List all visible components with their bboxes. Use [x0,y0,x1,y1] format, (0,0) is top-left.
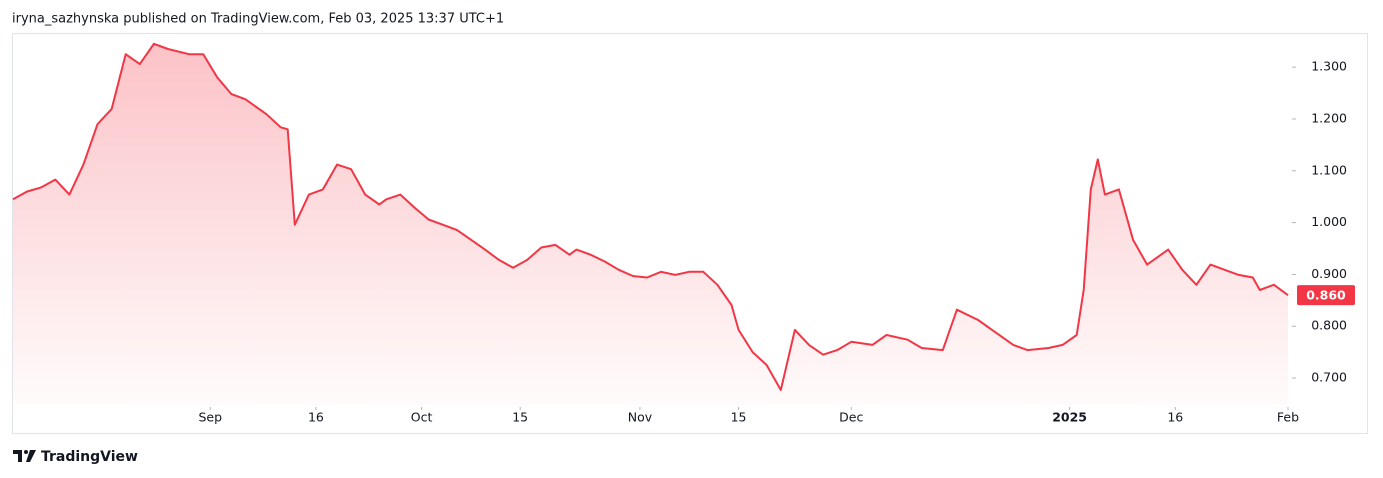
plot-area: 0.700 0.800 0.900 1.000 1.100 1.200 1.300 Sep 16… [12,42,1355,425]
x-tick-label: 16 [1167,410,1183,425]
x-tick-label: 15 [731,410,747,425]
x-tick-label: Nov [628,410,653,425]
x-tick-label: Dec [839,410,863,425]
y-tick-label: 1.300 [1311,59,1347,74]
area-fill [13,43,1288,406]
x-tick-label: 16 [308,410,324,425]
y-tick-label: 0.900 [1311,266,1347,281]
y-tick-label: 1.000 [1311,214,1347,229]
x-tick-label: 15 [512,410,528,425]
chart-frame [12,33,1368,434]
price-line [12,42,1289,391]
x-tick-label: Sep [198,410,222,425]
publish-info: iryna_sazhynska published on TradingView… [12,12,504,27]
last-price-badge [1297,285,1355,306]
y-tick-label: 0.700 [1311,370,1347,385]
brand-name: TradingView [41,449,138,465]
last-price-label: 0.860 [1306,288,1346,303]
y-tick-label: 0.800 [1311,318,1347,333]
brand-logo [13,450,36,462]
x-tick-label: Feb [1277,410,1299,425]
y-tick-label: 1.200 [1311,110,1347,125]
x-tick-label: 2025 [1052,410,1087,425]
y-tick-label: 1.100 [1311,162,1347,177]
x-tick-label: Oct [411,410,433,425]
